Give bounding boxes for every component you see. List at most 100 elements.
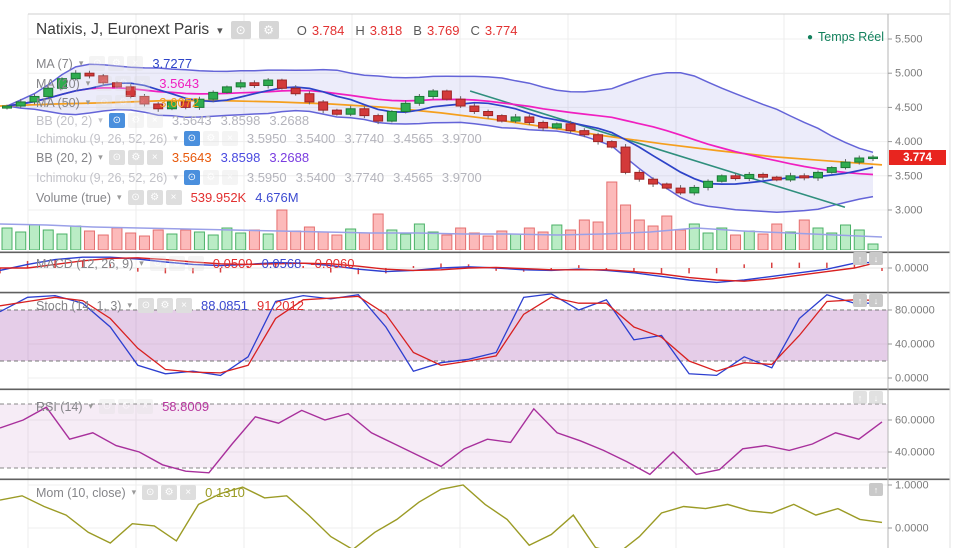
move-panel-up-button[interactable]: ↑ — [853, 391, 867, 404]
eye-icon[interactable]: ⊙ — [89, 56, 106, 71]
move-panel-down-button[interactable]: ↓ — [869, 252, 883, 265]
chevron-down-icon[interactable]: ▾ — [217, 24, 223, 37]
panel-controls-stoch: ↑ ↓ — [853, 294, 883, 307]
eye-icon[interactable]: ⊙ — [96, 95, 113, 110]
chevron-down-icon[interactable]: ▾ — [139, 258, 144, 268]
indicator-label[interactable]: Stoch (14, 1, 3) — [36, 298, 122, 313]
indicator-label[interactable]: MACD (12, 26, 9) — [36, 256, 134, 271]
settings-button[interactable]: ⚙ — [258, 21, 279, 39]
indicator-value: 3.5643 — [171, 113, 212, 128]
axis-tick-label: 40.0000 — [895, 339, 935, 351]
close-value: 3.774 — [484, 22, 518, 38]
axis-tick-label: 4.500 — [895, 102, 923, 114]
eye-icon[interactable]: ⊙ — [183, 131, 200, 146]
close-icon[interactable]: × — [134, 95, 151, 110]
chevron-down-icon[interactable]: ▾ — [131, 487, 137, 497]
move-panel-up-button[interactable]: ↑ — [853, 252, 867, 265]
gear-icon[interactable]: ⚙ — [157, 298, 173, 313]
panel-controls-rsi: ↑ ↓ — [853, 391, 883, 404]
realtime-status: ● Temps Réel — [807, 30, 884, 44]
chevron-down-icon[interactable]: ▾ — [98, 115, 103, 125]
close-icon[interactable]: × — [146, 150, 163, 165]
indicator-value: 3.2688 — [269, 150, 310, 165]
gear-icon[interactable]: ⚙ — [115, 95, 132, 110]
eye-icon[interactable]: ⊙ — [108, 150, 125, 165]
eye-icon[interactable]: ⊙ — [138, 298, 154, 313]
indicator-label[interactable]: Ichimoku (9, 26, 52, 26) — [36, 131, 168, 146]
gear-icon[interactable]: ⚙ — [146, 190, 163, 205]
indicator-label[interactable]: MA (20) — [36, 76, 80, 91]
chevron-down-icon[interactable]: ▾ — [85, 78, 91, 88]
indicator-value: 3.7740 — [344, 170, 385, 185]
close-icon[interactable]: × — [134, 76, 151, 91]
gear-icon[interactable]: ⚙ — [118, 399, 135, 414]
gear-icon[interactable]: ⚙ — [115, 76, 132, 91]
gear-icon[interactable]: ⚙ — [168, 256, 185, 271]
panel-controls-mom: ↑ — [869, 483, 883, 496]
move-panel-up-button[interactable]: ↑ — [869, 483, 883, 496]
close-icon[interactable]: × — [146, 113, 163, 128]
visibility-toggle-button[interactable]: ⊙ — [230, 21, 251, 39]
indicator-value: 91.2012 — [257, 298, 304, 313]
eye-icon[interactable]: ⊙ — [108, 113, 125, 128]
close-icon[interactable]: × — [187, 256, 204, 271]
indicator-value: 3.5643 — [171, 150, 212, 165]
close-label: C — [470, 22, 480, 38]
symbol-title[interactable]: Natixis, J, Euronext Paris — [36, 21, 210, 38]
indicator-label[interactable]: MA (7) — [36, 56, 73, 71]
close-icon[interactable]: × — [165, 190, 182, 205]
indicator-label[interactable]: RSI (14) — [36, 399, 83, 414]
indicator-label[interactable]: MA (50) — [36, 95, 80, 110]
axis-tick-label: 5.500 — [895, 34, 923, 46]
gear-icon[interactable]: ⚙ — [202, 170, 219, 185]
open-label: O — [296, 22, 307, 38]
close-icon[interactable]: × — [221, 170, 238, 185]
axis-tick-label: 1.0000 — [895, 480, 929, 492]
gear-icon[interactable]: ⚙ — [127, 150, 144, 165]
eye-icon[interactable]: ⊙ — [96, 76, 113, 91]
indicator-label[interactable]: BB (20, 2) — [36, 150, 93, 165]
eye-icon[interactable]: ⊙ — [142, 485, 159, 500]
move-panel-down-button[interactable]: ↓ — [869, 391, 883, 404]
eye-icon[interactable]: ⊙ — [127, 190, 144, 205]
indicator-label[interactable]: BB (20, 2) — [36, 113, 93, 128]
high-label: H — [355, 22, 365, 38]
indicator-value: 4.676M — [255, 190, 299, 205]
gear-icon[interactable]: ⚙ — [202, 131, 219, 146]
chevron-down-icon[interactable]: ▾ — [117, 192, 122, 202]
close-icon[interactable]: × — [221, 131, 238, 146]
close-icon[interactable]: × — [176, 298, 192, 313]
indicator-row-ma7: MA (7) ▾ ⊙ ⚙ × 3.7277 — [36, 55, 192, 72]
instrument-header: Natixis, J, Euronext Paris ▾ ⊙ ⚙ O 3.784… — [36, 21, 523, 39]
indicator-row-mom: Mom (10, close) ▾ ⊙ ⚙ × 0.1310 — [36, 484, 245, 501]
close-icon[interactable]: × — [180, 485, 197, 500]
indicator-label[interactable]: Volume (true) — [36, 190, 112, 205]
eye-icon[interactable]: ⊙ — [149, 256, 166, 271]
gear-icon[interactable]: ⚙ — [161, 485, 178, 500]
chevron-down-icon[interactable]: ▾ — [173, 172, 178, 182]
gear-icon[interactable]: ⚙ — [108, 56, 125, 71]
close-icon[interactable]: × — [127, 56, 144, 71]
chevron-down-icon[interactable]: ▾ — [88, 401, 94, 411]
indicator-row-ma50: MA (50) ▾ ⊙ ⚙ × 3.6072 — [36, 94, 199, 111]
eye-icon[interactable]: ⊙ — [183, 170, 200, 185]
indicator-row-stoch: Stoch (14, 1, 3) ▾ ⊙ ⚙ × 88.0851 91.2012 — [36, 297, 304, 314]
chevron-down-icon[interactable]: ▾ — [78, 58, 84, 68]
open-value: 3.784 — [311, 22, 345, 38]
move-panel-down-button[interactable]: ↓ — [869, 294, 883, 307]
move-panel-up-button[interactable]: ↑ — [853, 294, 867, 307]
axis-tick-label: 60.0000 — [895, 415, 935, 427]
chevron-down-icon[interactable]: ▾ — [85, 97, 91, 107]
eye-icon[interactable]: ⊙ — [99, 399, 116, 414]
chevron-down-icon[interactable]: ▾ — [127, 300, 132, 310]
chevron-down-icon[interactable]: ▾ — [173, 133, 178, 143]
indicator-label[interactable]: Mom (10, close) — [36, 485, 126, 500]
indicator-value: 3.4565 — [393, 131, 433, 146]
chevron-down-icon[interactable]: ▾ — [98, 152, 103, 162]
gear-icon[interactable]: ⚙ — [127, 113, 144, 128]
indicator-label[interactable]: Ichimoku (9, 26, 52, 26) — [36, 170, 168, 185]
close-icon[interactable]: × — [137, 399, 154, 414]
indicator-value: 3.7740 — [344, 131, 385, 146]
